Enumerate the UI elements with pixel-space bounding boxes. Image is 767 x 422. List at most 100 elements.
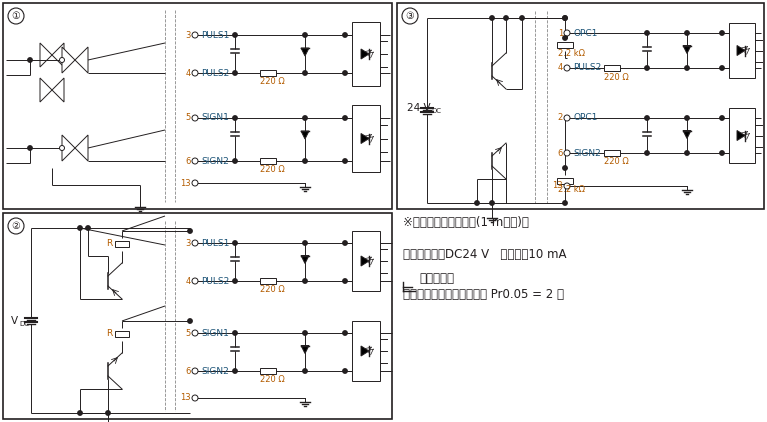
Polygon shape — [301, 255, 309, 263]
Circle shape — [233, 159, 237, 163]
Polygon shape — [40, 43, 52, 67]
Circle shape — [60, 146, 64, 151]
Circle shape — [563, 16, 568, 20]
Circle shape — [343, 331, 347, 335]
Circle shape — [645, 31, 649, 35]
Text: OPC1: OPC1 — [573, 29, 597, 38]
Circle shape — [564, 115, 570, 121]
Bar — [3, 3, 392, 209]
Circle shape — [28, 146, 32, 150]
Circle shape — [303, 159, 308, 163]
Text: 2.2 kΩ: 2.2 kΩ — [558, 186, 585, 195]
Circle shape — [490, 201, 494, 205]
Circle shape — [564, 30, 570, 36]
Bar — [352, 231, 380, 291]
Polygon shape — [361, 49, 369, 59]
Text: 2: 2 — [558, 114, 563, 122]
Text: 13: 13 — [552, 181, 563, 190]
Text: R: R — [106, 240, 112, 249]
Text: 为双绞线。: 为双绞线。 — [419, 271, 454, 284]
Circle shape — [563, 201, 568, 205]
Circle shape — [303, 369, 308, 373]
Text: 使用开路集电极时推荐设定 Pr0.05 = 2 。: 使用开路集电极时推荐设定 Pr0.05 = 2 。 — [403, 287, 564, 300]
Circle shape — [685, 116, 690, 120]
Bar — [565, 11, 758, 203]
Circle shape — [303, 241, 308, 245]
Circle shape — [343, 241, 347, 245]
Circle shape — [86, 226, 91, 230]
Polygon shape — [62, 47, 75, 73]
Bar — [557, 42, 573, 48]
Circle shape — [685, 31, 690, 35]
Text: PULS1: PULS1 — [201, 30, 229, 40]
Circle shape — [233, 33, 237, 37]
Circle shape — [343, 279, 347, 283]
Text: 3: 3 — [186, 238, 191, 247]
Bar — [260, 158, 276, 164]
Circle shape — [343, 116, 347, 120]
Circle shape — [504, 16, 509, 20]
Text: OPC1: OPC1 — [573, 114, 597, 122]
Text: ※配线长度，请控制在(1 m以内)。: ※配线长度，请控制在(1 m以内)。 — [403, 216, 529, 228]
Text: 4: 4 — [186, 276, 191, 286]
Polygon shape — [361, 346, 369, 356]
Bar — [352, 105, 380, 172]
Circle shape — [303, 279, 308, 283]
Circle shape — [192, 395, 198, 401]
Text: 220 Ω: 220 Ω — [604, 73, 629, 81]
Bar — [260, 278, 276, 284]
Polygon shape — [737, 46, 745, 56]
Text: PULS2: PULS2 — [573, 63, 601, 73]
Text: PULS2: PULS2 — [201, 68, 229, 78]
Text: V: V — [11, 316, 18, 326]
Circle shape — [233, 369, 237, 373]
Bar — [604, 65, 620, 71]
Bar — [557, 178, 573, 184]
Bar — [397, 3, 764, 209]
Circle shape — [719, 31, 724, 35]
Circle shape — [563, 36, 568, 40]
Circle shape — [303, 116, 308, 120]
Circle shape — [192, 115, 198, 121]
Text: SIGN2: SIGN2 — [573, 149, 601, 157]
Text: 4: 4 — [186, 68, 191, 78]
Bar — [604, 150, 620, 156]
Circle shape — [645, 151, 649, 155]
Circle shape — [233, 241, 237, 245]
Circle shape — [645, 66, 649, 70]
Circle shape — [564, 65, 570, 71]
Polygon shape — [301, 346, 309, 354]
Circle shape — [233, 279, 237, 283]
Circle shape — [343, 71, 347, 75]
Circle shape — [192, 330, 198, 336]
Circle shape — [233, 71, 237, 75]
Text: R: R — [106, 330, 112, 338]
Bar — [352, 321, 380, 381]
Circle shape — [563, 16, 568, 20]
Polygon shape — [683, 130, 691, 138]
Text: 5: 5 — [186, 114, 191, 122]
Text: ①: ① — [12, 11, 21, 21]
Circle shape — [8, 8, 24, 24]
Circle shape — [685, 151, 690, 155]
Circle shape — [343, 33, 347, 37]
Text: 13: 13 — [180, 393, 191, 403]
Text: 220 Ω: 220 Ω — [260, 286, 285, 295]
Bar — [115, 331, 129, 337]
Bar — [115, 241, 129, 247]
Circle shape — [520, 16, 524, 20]
Circle shape — [719, 151, 724, 155]
Polygon shape — [301, 131, 309, 139]
Circle shape — [192, 70, 198, 76]
Text: SIGN1: SIGN1 — [201, 328, 229, 338]
Text: SIGN2: SIGN2 — [201, 157, 229, 165]
Circle shape — [645, 116, 649, 120]
Text: 220 Ω: 220 Ω — [260, 165, 285, 175]
Polygon shape — [361, 256, 369, 266]
Circle shape — [192, 240, 198, 246]
Text: 6: 6 — [558, 149, 563, 157]
Circle shape — [303, 71, 308, 75]
Bar — [260, 368, 276, 374]
Polygon shape — [52, 43, 64, 67]
Circle shape — [192, 180, 198, 186]
